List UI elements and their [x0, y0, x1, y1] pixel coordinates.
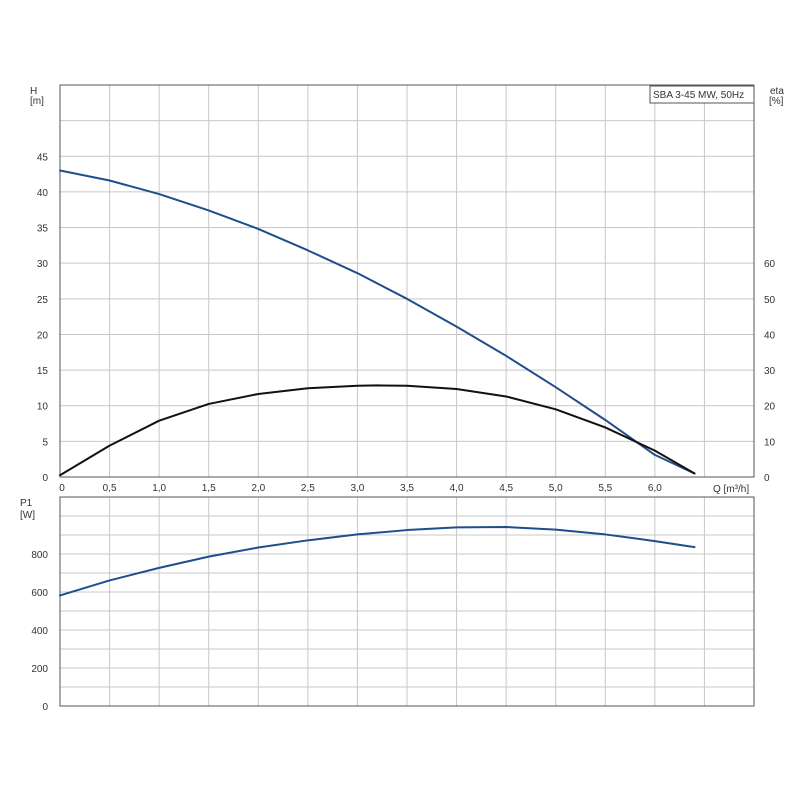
x-tick-label: 0,5 — [103, 483, 117, 494]
y-left-tick-label: 20 — [37, 330, 49, 341]
x-tick-label: 4,5 — [499, 483, 513, 494]
y-right-axis-unit: [%] — [769, 96, 784, 107]
y-right-tick-label: 30 — [764, 366, 776, 377]
x-tick-label: 5,5 — [598, 483, 612, 494]
y-left-axis-unit: [m] — [30, 96, 44, 107]
y-left-tick-label: 40 — [37, 188, 49, 199]
y-left-tick-label: 30 — [37, 259, 49, 270]
p1-tick-label: 800 — [31, 550, 48, 561]
chart-title: SBA 3-45 MW, 50Hz — [653, 90, 744, 101]
x-tick-label: 3,5 — [400, 483, 414, 494]
p1-tick-label: 200 — [31, 664, 48, 675]
plot-frame-top — [59, 84, 755, 478]
p1-tick-label: 0 — [42, 702, 48, 713]
title-box — [649, 85, 755, 104]
y-left-tick-label: 10 — [37, 402, 49, 413]
y-left-tick-label: 0 — [42, 473, 48, 484]
x-tick-label: 4,0 — [450, 483, 464, 494]
y-right-tick-label: 0 — [764, 473, 770, 484]
y-left-tick-label: 45 — [37, 152, 49, 163]
x-tick-label: 0 — [59, 483, 65, 494]
x-axis-title: Q [m³/h] — [713, 484, 749, 495]
x-tick-label: 2,5 — [301, 483, 315, 494]
y-right-tick-label: 60 — [764, 259, 776, 270]
y-right-tick-label: 40 — [764, 330, 776, 341]
y-left-tick-label: 25 — [37, 295, 49, 306]
x-tick-label: 6,0 — [648, 483, 662, 494]
plot-frame-bottom — [59, 496, 755, 707]
power-curve-line — [59, 526, 696, 597]
x-tick-label: 2,0 — [251, 483, 265, 494]
efficiency-curve-line — [59, 384, 696, 477]
p1-tick-label: 400 — [31, 626, 48, 637]
y-left-tick-label: 5 — [42, 437, 48, 448]
x-tick-label: 5,0 — [549, 483, 563, 494]
p1-axis-title: P1 — [20, 498, 33, 509]
y-right-axis-title: eta — [770, 86, 784, 97]
y-left-axis-title: H — [30, 86, 37, 97]
y-left-tick-label: 15 — [37, 366, 49, 377]
x-tick-label: 1,0 — [152, 483, 166, 494]
x-tick-label: 1,5 — [202, 483, 216, 494]
y-right-tick-label: 20 — [764, 402, 776, 413]
p1-axis-unit: [W] — [20, 510, 35, 521]
p1-tick-label: 600 — [31, 588, 48, 599]
y-right-tick-label: 10 — [764, 437, 776, 448]
y-left-tick-label: 35 — [37, 224, 49, 235]
x-tick-label: 3,0 — [350, 483, 364, 494]
head-curve-line — [59, 169, 696, 475]
y-right-tick-label: 50 — [764, 295, 776, 306]
